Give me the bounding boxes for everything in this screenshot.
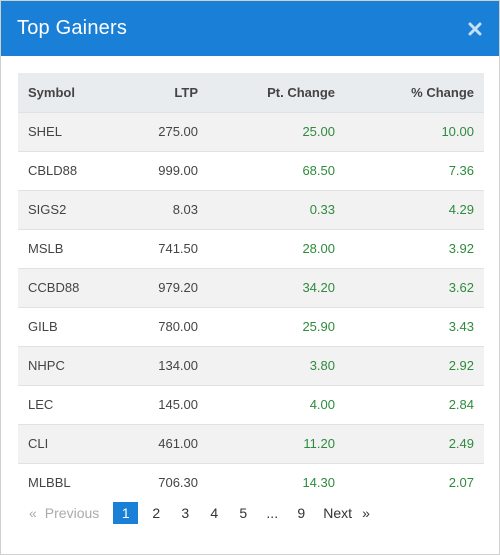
previous-label: Previous (44, 504, 100, 521)
ltp-cell: 780.00 (158, 319, 198, 334)
modal-header: Top Gainers (1, 1, 499, 56)
ltp-cell: 461.00 (158, 436, 198, 451)
pt-change-cell: 25.00 (302, 124, 335, 139)
table-row[interactable]: MLBBL 706.30 14.30 2.07 (18, 463, 484, 502)
pct-change-cell: 10.00 (441, 124, 474, 139)
pct-change-cell: 3.43 (448, 319, 474, 334)
pct-change-cell: 3.92 (448, 241, 474, 256)
page-button-2[interactable]: 2 (152, 504, 161, 521)
pt-change-cell: 68.50 (302, 163, 335, 178)
column-header-pt-change[interactable]: Pt. Change (267, 84, 335, 100)
pt-change-cell: 14.30 (302, 475, 335, 491)
next-label: Next (323, 504, 353, 521)
column-header-ltp[interactable]: LTP (174, 84, 198, 100)
ltp-cell: 8.03 (172, 202, 198, 217)
page-button-5[interactable]: 5 (239, 504, 248, 521)
pt-change-cell: 3.80 (309, 358, 335, 373)
ltp-cell: 134.00 (158, 358, 198, 373)
symbol-cell: SHEL (28, 124, 62, 139)
page-button-3[interactable]: 3 (181, 504, 190, 521)
next-button[interactable]: Next » (319, 502, 378, 524)
symbol-cell: MSLB (28, 241, 64, 256)
symbol-cell: MLBBL (28, 475, 71, 491)
ltp-cell: 275.00 (158, 124, 198, 139)
table-row[interactable]: CLI 461.00 11.20 2.49 (18, 424, 484, 463)
pt-change-cell: 0.33 (309, 202, 335, 217)
gainers-table-container: Symbol LTP Pt. Change % Change SHEL 275.0… (18, 73, 484, 502)
pagination: « Previous 1 2 3 4 5 ... 9 Next » (21, 501, 385, 524)
modal-title: Top Gainers (17, 17, 128, 39)
pt-change-cell: 34.20 (302, 280, 335, 295)
symbol-cell: CCBD88 (28, 280, 80, 295)
column-header-pct-change[interactable]: % Change (411, 84, 474, 100)
symbol-cell: CLI (28, 436, 49, 451)
symbol-cell: NHPC (28, 358, 65, 373)
symbol-cell: SIGS2 (28, 202, 67, 217)
pct-change-cell: 2.49 (448, 436, 474, 451)
page-button-4[interactable]: 4 (210, 504, 219, 521)
close-icon[interactable] (465, 19, 485, 39)
ltp-cell: 145.00 (158, 397, 198, 412)
table-row[interactable]: GILB 780.00 25.90 3.43 (18, 307, 484, 346)
pct-change-cell: 2.84 (448, 397, 474, 412)
table-row[interactable]: CBLD88 999.00 68.50 7.36 (18, 151, 484, 190)
ltp-cell: 706.30 (158, 475, 198, 491)
pt-change-cell: 11.20 (303, 436, 335, 451)
ltp-cell: 999.00 (158, 163, 198, 178)
pct-change-cell: 4.29 (448, 202, 474, 217)
gainers-table: Symbol LTP Pt. Change % Change SHEL 275.0… (18, 73, 484, 502)
table-row[interactable]: NHPC 134.00 3.80 2.92 (18, 346, 484, 385)
page-button-9[interactable]: 9 (297, 504, 306, 521)
page-button-1[interactable]: 1 (113, 501, 139, 524)
ltp-cell: 979.20 (158, 280, 198, 295)
table-row[interactable]: SHEL 275.00 25.00 10.00 (18, 112, 484, 151)
table-row[interactable]: LEC 145.00 4.00 2.84 (18, 385, 484, 424)
pt-change-cell: 28.00 (302, 241, 335, 256)
previous-button[interactable]: « Previous (21, 502, 103, 524)
pct-change-cell: 3.62 (448, 280, 474, 295)
table-row[interactable]: MSLB 741.50 28.00 3.92 (18, 229, 484, 268)
pt-change-cell: 25.90 (302, 319, 335, 334)
table-header-row: Symbol LTP Pt. Change % Change (18, 73, 484, 112)
pt-change-cell: 4.00 (309, 397, 335, 412)
next-arrow-icon: » (362, 504, 370, 521)
ltp-cell: 741.50 (158, 241, 198, 256)
pct-change-cell: 7.36 (448, 163, 474, 178)
column-header-symbol[interactable]: Symbol (28, 84, 75, 100)
pct-change-cell: 2.07 (448, 475, 474, 491)
table-row[interactable]: CCBD88 979.20 34.20 3.62 (18, 268, 484, 307)
table-row[interactable]: SIGS2 8.03 0.33 4.29 (18, 190, 484, 229)
symbol-cell: GILB (28, 319, 58, 334)
prev-arrow-icon: « (29, 504, 37, 521)
symbol-cell: CBLD88 (28, 163, 78, 178)
symbol-cell: LEC (28, 397, 54, 412)
pagination-ellipsis: ... (266, 504, 279, 521)
pct-change-cell: 2.92 (448, 358, 474, 373)
